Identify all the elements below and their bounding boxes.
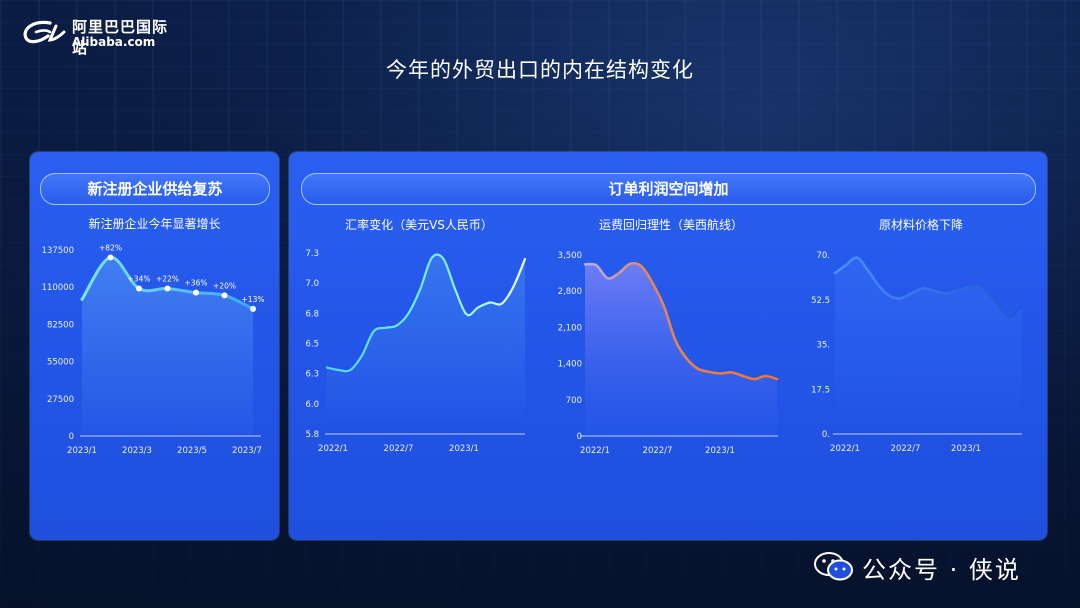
y-tick-label: 82500 [47, 320, 74, 330]
series-area [82, 257, 253, 436]
y-tick-label: 6.3 [305, 370, 319, 380]
chart-title-exchange-rate: 汇率变化（美元VS人民币） [345, 218, 493, 232]
chart-title-freight: 运费回归理性（美西航线） [598, 218, 743, 232]
watermark: 公众号 · 侠说 [812, 548, 1052, 584]
data-point [164, 285, 171, 292]
panel-header-new-enterprises: 新注册企业供给复苏 [40, 173, 270, 205]
y-tick-label: 1,400 [558, 360, 582, 370]
y-tick-label: 6.8 [305, 309, 319, 319]
x-tick-label: 2022/1 [318, 444, 348, 454]
y-tick-label: 5.8 [305, 430, 319, 440]
x-tick-label: 2023/1 [67, 446, 97, 456]
y-tick-label: 27500 [47, 395, 74, 405]
x-tick-label: 2023/5 [177, 446, 207, 456]
y-tick-label: 137500 [42, 246, 74, 256]
data-point [250, 305, 256, 312]
data-point [136, 285, 142, 292]
y-tick-label: 55000 [47, 358, 74, 368]
y-tick-label: 3,500 [558, 251, 582, 261]
x-tick-label: 2022/7 [384, 444, 414, 454]
data-label: +13% [242, 295, 265, 304]
chart-title-new-enterprises: 新注册企业今年显著增长 [88, 217, 221, 231]
y-tick-label: 0. [822, 430, 830, 440]
chart-title-raw-materials: 原材料价格下降 [878, 218, 963, 232]
x-tick-label: 2022/7 [643, 446, 673, 456]
x-tick-label: 2022/7 [891, 444, 921, 454]
logo-text-cn: 阿里巴巴国际站 [72, 18, 169, 57]
chart-0: 0 27500 55000 82500 110000 137500 2023/1 2023/3… [42, 243, 265, 456]
watermark-text: 公众号 · 侠说 [862, 556, 1021, 584]
series-line [583, 261, 779, 381]
chart-2: 0 700 1,400 2,100 2,800 3,500 2022/1 2022/7 2023… [558, 251, 779, 456]
y-tick-label: 52.5 [811, 296, 830, 306]
chart-3: 0. 17.5 35. 52.5 70. 2022/1 2022/7 2023/1 [811, 251, 1023, 454]
x-tick-label: 2023/1 [705, 446, 735, 456]
series-area [585, 263, 777, 436]
y-tick-label: 6.0 [305, 400, 319, 410]
y-tick-label: 110000 [42, 283, 74, 293]
data-point [221, 292, 228, 299]
x-tick-label: 2023/3 [122, 446, 152, 456]
series-line [833, 256, 1023, 318]
y-tick-label: 7.3 [305, 249, 319, 259]
y-tick-label: 2,800 [558, 287, 582, 297]
y-tick-label: 35. [816, 341, 830, 351]
x-tick-label: 2023/7 [232, 446, 262, 456]
y-tick-label: 700 [566, 396, 582, 406]
x-tick-label: 2022/1 [830, 444, 860, 454]
y-tick-label: 6.5 [305, 340, 319, 350]
y-tick-label: 0 [69, 432, 74, 442]
data-point [107, 254, 114, 261]
y-tick-label: 17.5 [811, 385, 830, 395]
series-line [325, 253, 527, 373]
data-label: +22% [156, 275, 179, 284]
series-area [835, 257, 1021, 434]
data-label: +36% [185, 279, 208, 288]
alibaba-logo-icon [23, 20, 66, 44]
page-title: 今年的外贸出口的内在结构变化 [386, 58, 694, 82]
wechat-icon [814, 552, 853, 581]
y-tick-label: 0 [577, 432, 582, 442]
y-tick-label: 7.0 [305, 279, 319, 289]
y-tick-label: 2,100 [558, 323, 582, 333]
data-label: +34% [128, 275, 151, 284]
data-label: +82% [99, 243, 122, 252]
data-label: +20% [213, 281, 236, 290]
y-tick-label: 70. [816, 251, 830, 261]
logo-text-en: Alibaba.com [72, 35, 156, 49]
alibaba-logo: 阿里巴巴国际站 Alibaba.com [20, 12, 180, 57]
x-tick-label: 2022/1 [580, 446, 610, 456]
panel-header-order-profit: 订单利润空间增加 [301, 173, 1036, 205]
x-tick-label: 2023/1 [951, 444, 981, 454]
data-point [193, 289, 199, 296]
x-tick-label: 2023/1 [449, 444, 479, 454]
series-area [327, 254, 525, 434]
chart-1: 5.8 6.0 6.3 6.5 6.8 7.0 7.3 2022/1 2022/7 2023/1 [305, 249, 527, 454]
